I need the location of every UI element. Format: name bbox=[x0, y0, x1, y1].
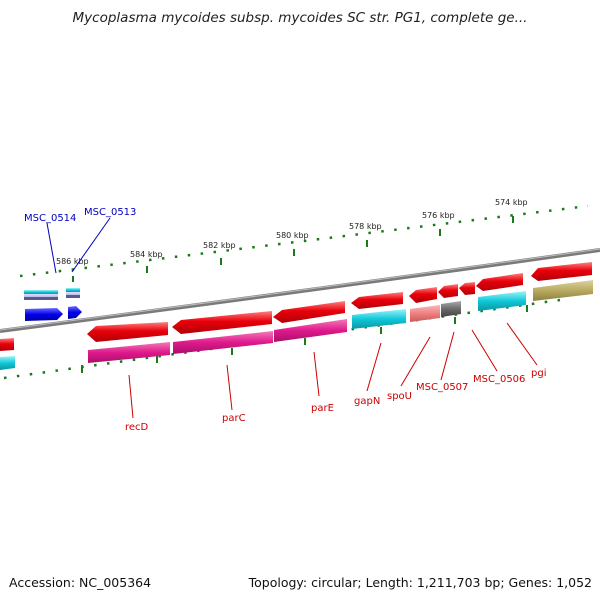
gene-label-parc[interactable]: parC bbox=[222, 413, 246, 424]
gene-cds-pgi[interactable] bbox=[531, 262, 592, 281]
gene-features bbox=[0, 262, 593, 370]
genome-stats: Topology: circular; Length: 1,211,703 bp… bbox=[248, 575, 592, 590]
gene-label-gapn[interactable]: gapN bbox=[354, 396, 380, 407]
gene-region[interactable] bbox=[66, 288, 80, 292]
gene-cds-parc[interactable] bbox=[172, 311, 272, 334]
gene-cds-recd[interactable] bbox=[87, 322, 168, 342]
lower-ruler bbox=[3, 298, 561, 380]
ruler-label: 586 kbp bbox=[56, 257, 89, 266]
gene-cds[interactable] bbox=[459, 282, 475, 295]
gene-region[interactable] bbox=[24, 294, 58, 297]
gene-region-parc[interactable] bbox=[173, 331, 273, 354]
gene-cds-pare[interactable] bbox=[273, 301, 345, 323]
ruler-label: 582 kbp bbox=[203, 241, 236, 250]
upper-ruler: 574 kbp 576 kbp 578 kbp 580 kbp 582 kbp … bbox=[19, 198, 589, 282]
ruler-label: 574 kbp bbox=[495, 198, 528, 207]
gene-cds-msc0513[interactable] bbox=[68, 306, 82, 319]
gene-cds-msc0507[interactable] bbox=[438, 284, 458, 298]
gene-label-pare[interactable]: parE bbox=[311, 403, 334, 414]
accession-label: Accession: NC_005364 bbox=[9, 575, 152, 590]
ruler-label: 584 kbp bbox=[130, 250, 163, 259]
ruler-label: 580 kbp bbox=[276, 231, 309, 240]
gene-region[interactable] bbox=[24, 297, 58, 300]
gene-label-msc0513[interactable]: MSC_0513 bbox=[84, 207, 136, 218]
gene-region-recd[interactable] bbox=[88, 342, 170, 363]
gene-region-spou[interactable] bbox=[410, 305, 440, 322]
gene-cds-gapn[interactable] bbox=[351, 292, 403, 309]
gene-cds[interactable] bbox=[0, 338, 14, 351]
gene-region[interactable] bbox=[24, 290, 58, 294]
label-leaders bbox=[46, 217, 538, 419]
gene-label-msc0507[interactable]: MSC_0507 bbox=[416, 382, 468, 393]
ruler-label: 578 kbp bbox=[349, 222, 382, 231]
gene-cds-spou[interactable] bbox=[409, 287, 437, 303]
gene-labels: MSC_0514 MSC_0513 recD parC parE gapN sp… bbox=[24, 207, 546, 433]
gene-region[interactable] bbox=[66, 292, 80, 295]
gene-region[interactable] bbox=[66, 295, 80, 298]
gene-cds-msc0514[interactable] bbox=[25, 308, 63, 321]
genome-backbone bbox=[0, 248, 600, 333]
gene-region[interactable] bbox=[0, 356, 15, 370]
gene-region-pgi[interactable] bbox=[533, 280, 593, 301]
gene-region-pare[interactable] bbox=[274, 319, 347, 342]
gene-cds-msc0506[interactable] bbox=[476, 273, 523, 291]
ruler-label: 576 kbp bbox=[422, 211, 455, 220]
gene-label-recd[interactable]: recD bbox=[125, 422, 149, 433]
gene-label-pgi[interactable]: pgi bbox=[531, 368, 546, 379]
diagram-title: Mycoplasma mycoides subsp. mycoides SC s… bbox=[72, 10, 528, 26]
gene-label-spou[interactable]: spoU bbox=[387, 391, 412, 402]
gene-region-msc0506[interactable] bbox=[478, 291, 526, 311]
gene-region-msc0507[interactable] bbox=[441, 301, 461, 317]
gene-region-gapn[interactable] bbox=[352, 309, 406, 329]
gene-label-msc0514[interactable]: MSC_0514 bbox=[24, 213, 76, 224]
gene-label-msc0506[interactable]: MSC_0506 bbox=[473, 374, 525, 385]
